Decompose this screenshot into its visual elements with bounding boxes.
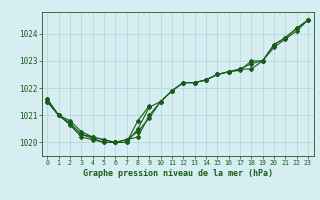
X-axis label: Graphe pression niveau de la mer (hPa): Graphe pression niveau de la mer (hPa)	[83, 169, 273, 178]
